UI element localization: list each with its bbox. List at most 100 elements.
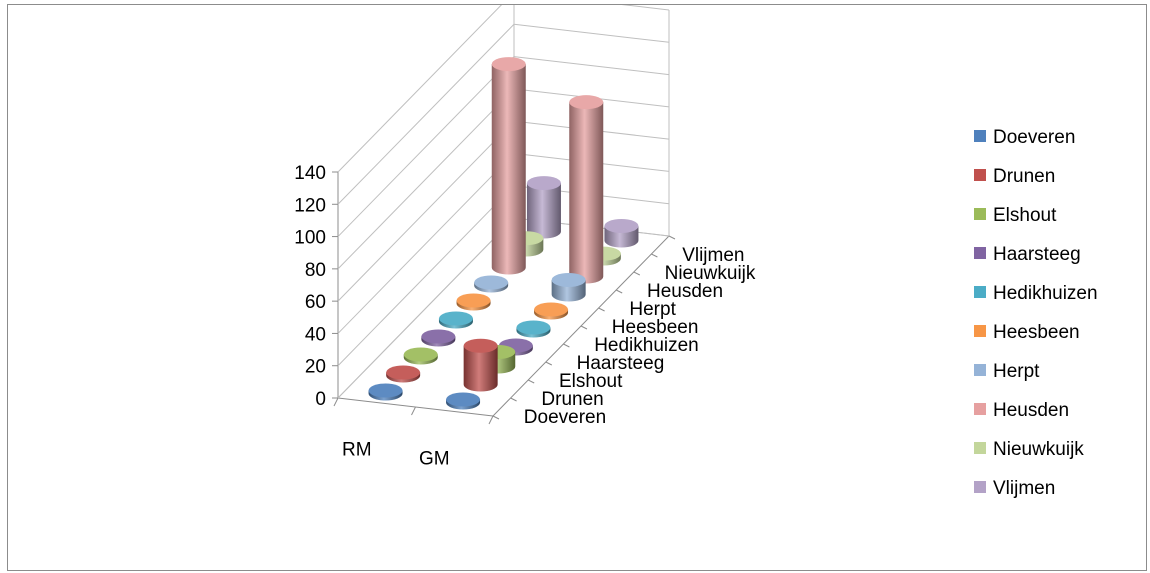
series-tick-mark <box>510 397 517 402</box>
y-tick-label: 120 <box>294 195 326 216</box>
bar-body <box>526 183 561 239</box>
gridline-left-wall <box>337 88 515 270</box>
chart-frame: 0 20 40 60 80 100 120 140 RM GM Doeveren Drunen El… <box>7 4 1147 571</box>
category-axis: RM GM <box>333 397 494 470</box>
bars <box>368 57 639 410</box>
bar-top <box>403 347 438 362</box>
series-axis-label: Vlijmen <box>682 245 744 266</box>
series-tick-mark <box>527 379 535 384</box>
legend-label: Elshout <box>993 205 1057 226</box>
bar-vlijmen-gm <box>604 218 639 248</box>
legend-label: Haarsteeg <box>993 244 1081 265</box>
bar-top <box>456 293 491 308</box>
series-axis-label: Heesbeen <box>612 317 699 338</box>
category-tick-mark <box>488 415 494 425</box>
legend-swatch <box>974 208 986 220</box>
legend-label: Herpt <box>993 361 1040 382</box>
gridline-back-wall <box>513 23 670 43</box>
series-tick-mark <box>633 271 641 276</box>
series-tick-mark <box>492 415 500 420</box>
legend-label: Heusden <box>993 400 1069 421</box>
bar-body <box>463 345 498 392</box>
bar-top <box>534 302 569 317</box>
gridline-left-wall <box>337 153 515 334</box>
series-axis-label: Elshout <box>559 371 623 392</box>
series-tick-mark <box>545 361 553 366</box>
legend-label: Drunen <box>993 166 1055 187</box>
series-axis-label: Haarsteeg <box>577 353 665 374</box>
gridline-left-wall <box>337 56 515 237</box>
bar-body <box>491 64 526 275</box>
bar-drunen-gm <box>463 338 498 392</box>
bar-herpt-gm <box>551 272 586 302</box>
bar-top <box>491 57 526 72</box>
category-label: RM <box>342 440 372 461</box>
legend-label: Vlijmen <box>993 478 1055 499</box>
legend-swatch <box>974 481 986 493</box>
bar-top <box>368 383 403 398</box>
bar-heesbeen-gm <box>534 302 569 320</box>
y-tick-label: 40 <box>305 324 326 345</box>
series-tick-mark <box>598 307 605 312</box>
legend-item: Vlijmen <box>974 478 1055 499</box>
legend-item: Drunen <box>974 166 1055 187</box>
legend-swatch <box>974 247 986 259</box>
legend-swatch <box>974 130 986 142</box>
gridline-back-wall <box>513 56 670 76</box>
bar-hedikhuizen-gm <box>516 320 551 338</box>
legend: Doeveren Drunen Elshout Haarsteeg Hedikhuize… <box>974 127 1098 499</box>
series-axis-label: Doeveren <box>524 407 606 428</box>
bar-doeveren-gm <box>446 392 481 410</box>
legend-label: Heesbeen <box>993 322 1080 343</box>
legend-item: Hedikhuizen <box>974 283 1098 304</box>
legend-label: Doeveren <box>993 127 1075 148</box>
series-tick-mark <box>651 253 658 258</box>
bar-top <box>516 320 551 335</box>
series-axis-label: Heusden <box>647 281 723 302</box>
series-axis-label: Herpt <box>629 299 676 320</box>
legend-item: Haarsteeg <box>974 244 1081 265</box>
gridline-left-wall <box>337 5 502 173</box>
legend-item: Heusden <box>974 400 1069 421</box>
y-tick-label: 0 <box>315 389 326 410</box>
gridline-back-wall <box>621 5 670 11</box>
bar-doeveren-rm <box>368 383 403 401</box>
legend-swatch <box>974 364 986 376</box>
bar-herpt-rm <box>474 275 509 293</box>
series-axis: DoeverenDrunenElshoutHaarsteegHedikhuize… <box>492 235 756 428</box>
legend-label: Hedikhuizen <box>993 283 1098 304</box>
y-tick-label: 100 <box>294 228 326 249</box>
series-tick-mark <box>668 235 676 240</box>
bar-heusden-gm <box>569 95 604 284</box>
series-axis-label: Nieuwkuijk <box>665 263 756 284</box>
legend-swatch <box>974 325 986 337</box>
legend-swatch <box>974 442 986 454</box>
legend-item: Elshout <box>974 205 1057 226</box>
series-axis-label: Hedikhuizen <box>594 335 699 356</box>
legend-label: Nieuwkuijk <box>993 439 1084 460</box>
bar-top <box>438 311 473 326</box>
gridline-left-wall <box>337 217 515 399</box>
series-tick-mark <box>615 289 623 294</box>
legend-item: Heesbeen <box>974 322 1080 343</box>
legend-swatch <box>974 286 986 298</box>
series-axis-label: Drunen <box>541 389 603 410</box>
bar-drunen-rm <box>386 365 421 383</box>
bar-top <box>386 365 421 380</box>
series-tick-mark <box>563 343 570 348</box>
bar-top <box>569 95 604 110</box>
y-tick-label: 20 <box>305 357 326 378</box>
bar-heesbeen-rm <box>456 293 491 311</box>
legend-item: Nieuwkuijk <box>974 439 1084 460</box>
gridline-left-wall <box>337 185 515 367</box>
bar-top <box>463 338 498 353</box>
legend-item: Herpt <box>974 361 1040 382</box>
bar-body <box>569 102 604 284</box>
bar-vlijmen-rm <box>526 176 561 239</box>
gridline-left-wall <box>337 23 515 205</box>
bar-top <box>526 176 561 191</box>
y-tick-label: 80 <box>305 260 326 281</box>
gridline-left-wall <box>337 120 515 302</box>
y-tick-label: 60 <box>305 292 326 313</box>
